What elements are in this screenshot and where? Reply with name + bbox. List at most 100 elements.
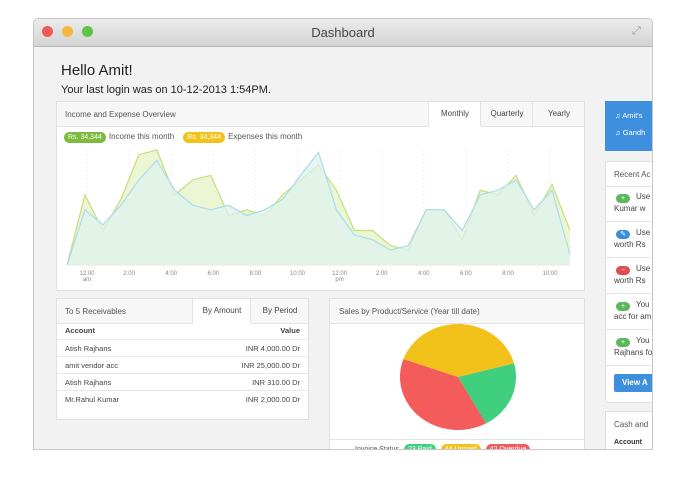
window-title: Dashboard bbox=[311, 25, 375, 40]
notice-text: Amit's bbox=[622, 111, 643, 120]
panel-title: Sales by Product/Service (Year till date… bbox=[339, 307, 480, 316]
status-name: Unpaid bbox=[454, 446, 477, 450]
item-text: Use bbox=[636, 264, 651, 273]
account-cell: Atish Rajhans bbox=[65, 378, 112, 387]
receivables-panel: To 5 Receivables By Amount By Period Accou… bbox=[56, 298, 309, 420]
account-cell: Atish Rajhans bbox=[65, 344, 112, 353]
item-icon: − bbox=[616, 266, 630, 275]
zoom-button[interactable] bbox=[82, 26, 93, 37]
notice-box: ♫ Amit's ♫ Gandh bbox=[605, 101, 652, 151]
row-divider bbox=[606, 293, 652, 294]
minimize-button[interactable] bbox=[62, 26, 73, 37]
legend-badge: Rs. 34,344 bbox=[183, 132, 226, 143]
value-cell: INR 25,000.00 Dr bbox=[241, 361, 300, 370]
invoice-legend: Invoice Status 23 Paid 44 Unpaid 42 Overdue bbox=[355, 444, 531, 450]
account-cell: Mr.Rahul Kumar bbox=[65, 395, 120, 404]
row-divider bbox=[57, 373, 308, 374]
item-text: Rajhans fo bbox=[614, 348, 653, 357]
row-divider bbox=[606, 365, 652, 366]
x-tick-label: 6:00 bbox=[207, 271, 219, 277]
status-count: 42 bbox=[489, 446, 498, 450]
item-text: Use bbox=[636, 228, 651, 237]
row-divider bbox=[606, 221, 652, 222]
legend-title: Invoice Status bbox=[355, 446, 399, 450]
legend-label: Income this month bbox=[108, 132, 175, 141]
x-tick-label: 10:00 bbox=[543, 271, 559, 277]
status-badge: 42 Overdue bbox=[485, 444, 531, 450]
legend-badge: Rs. 34,344 bbox=[64, 132, 106, 143]
x-tick-label: 10:00 bbox=[290, 271, 306, 277]
x-tick-label: 8:00 bbox=[502, 271, 514, 277]
status-badge: 44 Unpaid bbox=[440, 444, 481, 450]
panel-title: Income and Expense Overview bbox=[65, 110, 176, 119]
status-name: Overdue bbox=[499, 446, 527, 450]
item-text: You bbox=[636, 300, 650, 309]
greeting: Hello Amit! bbox=[61, 62, 133, 79]
item-text: worth Rs bbox=[614, 240, 646, 249]
value-cell: INR 2,000.00 Dr bbox=[245, 395, 300, 404]
last-login: Your last login was on 10-12-2013 1:54PM… bbox=[61, 84, 271, 96]
panel-title: Recent Ac bbox=[614, 170, 651, 179]
pie-slice bbox=[458, 363, 516, 424]
panel-header bbox=[57, 299, 308, 324]
x-tick-label: 4:00 bbox=[418, 271, 430, 277]
column-header: Account bbox=[65, 326, 95, 335]
recent-panel: Recent Ac View A + Use Kumar w ✎ Use worth Rs… bbox=[605, 161, 653, 403]
view-button[interactable]: View A bbox=[614, 374, 652, 392]
status-count: 23 bbox=[407, 446, 416, 450]
x-tick-label: 6:00 bbox=[460, 271, 472, 277]
tab[interactable]: Yearly bbox=[532, 102, 585, 126]
status-count: 44 bbox=[444, 446, 453, 450]
legend-label: Expenses this month bbox=[228, 132, 303, 141]
x-tick-label: 12:00 bbox=[332, 271, 348, 277]
value-cell: INR 310.00 Dr bbox=[252, 378, 300, 387]
x-tick-label: 2:00 bbox=[123, 271, 135, 277]
x-tick-label: 8:00 bbox=[250, 271, 262, 277]
item-text: acc for am bbox=[614, 312, 652, 321]
item-text: worth Rs bbox=[614, 276, 646, 285]
notice-line: ♫ Amit's bbox=[615, 111, 643, 120]
item-text: Use bbox=[636, 192, 651, 201]
notice-text: Gandh bbox=[622, 128, 646, 137]
item-icon: ✎ bbox=[616, 230, 630, 239]
panel-header bbox=[57, 102, 584, 127]
x-tick-label: 4:00 bbox=[165, 271, 177, 277]
row-divider bbox=[606, 329, 652, 330]
tab[interactable]: By Amount bbox=[192, 299, 251, 324]
title-bar: Dashboard ⤢ bbox=[34, 19, 652, 47]
x-tick-label: pm bbox=[335, 277, 343, 283]
column-header: Value bbox=[280, 326, 300, 335]
item-icon: + bbox=[616, 194, 630, 203]
item-icon: + bbox=[616, 338, 630, 347]
tab[interactable]: Monthly bbox=[428, 102, 481, 127]
panel-title: To 5 Receivables bbox=[65, 307, 126, 316]
pie-slice bbox=[400, 359, 487, 430]
x-tick-label: am bbox=[83, 277, 91, 283]
panel-title: Cash and bbox=[614, 420, 649, 429]
cash-panel: Cash and Account bbox=[605, 411, 652, 449]
item-text: Kumar w bbox=[614, 204, 646, 213]
item-text: You bbox=[636, 336, 650, 345]
tab[interactable]: Quarterly bbox=[480, 102, 533, 126]
divider bbox=[330, 439, 584, 440]
value-cell: INR 4,000.00 Dr bbox=[245, 344, 300, 353]
panel-header bbox=[330, 299, 584, 324]
notice-line: ♫ Gandh bbox=[615, 128, 646, 137]
area bbox=[67, 152, 570, 265]
item-icon: + bbox=[616, 302, 630, 311]
row-divider bbox=[606, 257, 652, 258]
x-tick-label: 2:00 bbox=[376, 271, 388, 277]
account-cell: amit vendor acc bbox=[65, 361, 118, 370]
column-header: Account bbox=[614, 439, 642, 446]
close-button[interactable] bbox=[42, 26, 53, 37]
line bbox=[66, 151, 571, 266]
status-badge: 23 Paid bbox=[403, 444, 436, 450]
divider bbox=[606, 186, 652, 187]
fullscreen-icon[interactable]: ⤢ bbox=[632, 25, 641, 37]
x-tick-label: 12:00 bbox=[79, 271, 95, 277]
row-divider bbox=[57, 339, 308, 340]
status-name: Paid bbox=[417, 446, 432, 450]
tab[interactable]: By Period bbox=[250, 299, 309, 323]
